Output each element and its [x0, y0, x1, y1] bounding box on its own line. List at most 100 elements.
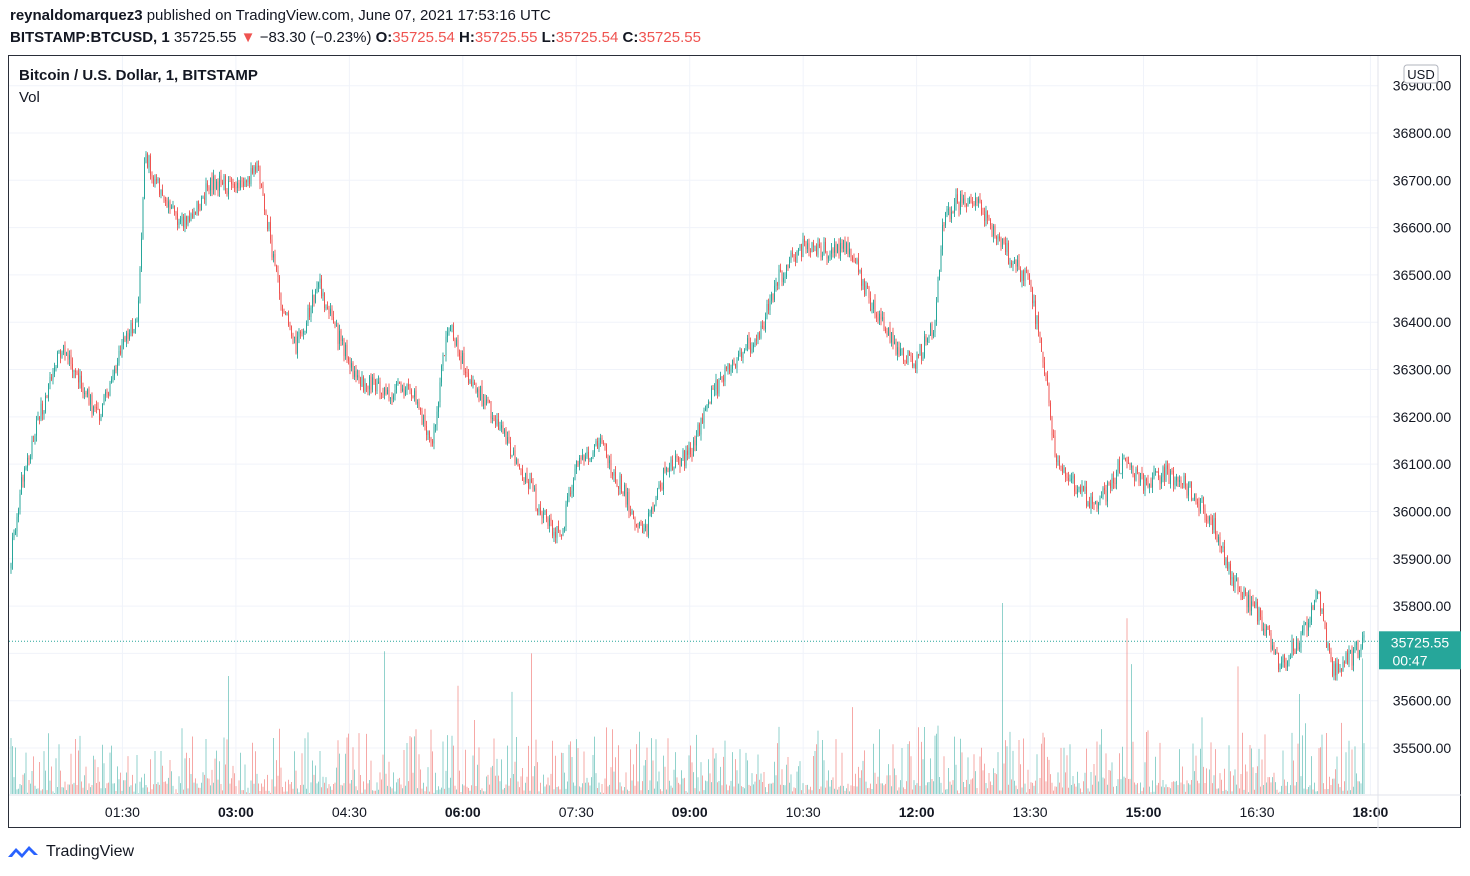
- candle-body: [235, 187, 237, 189]
- candle-body: [664, 467, 666, 472]
- candle-body: [369, 376, 370, 390]
- candle-body: [1096, 501, 1098, 509]
- candle-body: [1258, 608, 1260, 622]
- candle-body: [1225, 557, 1227, 565]
- candle-body: [91, 395, 93, 414]
- candle-body: [54, 367, 55, 374]
- candle-body: [1242, 596, 1243, 598]
- candle-body: [202, 197, 204, 199]
- bar-countdown-label: 00:47: [1392, 652, 1427, 668]
- candle-body: [1279, 668, 1281, 670]
- candle-body: [951, 211, 952, 219]
- candle-body: [724, 366, 726, 382]
- candle-body: [156, 179, 157, 181]
- candle-body: [1218, 537, 1219, 543]
- candle-body: [174, 206, 175, 213]
- candle-body: [535, 488, 537, 509]
- candle-body: [570, 493, 571, 495]
- candle-body: [144, 162, 145, 199]
- candle-body: [303, 331, 304, 334]
- candle-body: [225, 175, 226, 192]
- candle-body: [490, 401, 492, 419]
- candle-body: [408, 384, 409, 386]
- candle-body: [172, 206, 174, 208]
- candle-body: [942, 224, 943, 250]
- candle-body: [1044, 362, 1045, 375]
- candle-body: [504, 429, 505, 434]
- candle-body: [406, 384, 408, 391]
- candle-body: [342, 339, 343, 341]
- candle-body: [1156, 471, 1158, 473]
- candle-body: [192, 213, 193, 218]
- candle-body: [679, 459, 681, 467]
- candle-body: [1114, 482, 1116, 484]
- candle-body: [844, 240, 846, 253]
- candle-body: [340, 330, 342, 341]
- candle-body: [501, 425, 502, 429]
- candle-body: [417, 402, 418, 404]
- candle-body: [1239, 591, 1240, 593]
- candle-body: [946, 208, 948, 213]
- candle-body: [175, 212, 177, 214]
- candle-body: [1033, 300, 1035, 304]
- candle-body: [226, 191, 228, 195]
- candle-body: [982, 213, 984, 215]
- x-tick-label: 01:30: [105, 804, 140, 820]
- currency-badge: [1403, 64, 1439, 84]
- candle-body: [123, 337, 124, 345]
- chart-legend-title[interactable]: Bitcoin / U.S. Dollar, 1, BITSTAMP: [19, 67, 258, 84]
- candle-body: [754, 339, 756, 346]
- candle-body: [1248, 594, 1249, 608]
- candle-body: [270, 222, 271, 240]
- candle-body: [241, 180, 243, 182]
- candle-body: [213, 176, 214, 191]
- tradingview-logo[interactable]: TradingView: [8, 843, 134, 861]
- candle-body: [291, 326, 292, 336]
- candle-body: [1284, 655, 1285, 663]
- candle-body: [783, 277, 784, 282]
- candle-body: [1093, 503, 1095, 505]
- candle-body: [529, 479, 531, 489]
- candle-body: [889, 327, 891, 343]
- candle-body: [444, 355, 445, 357]
- candle-body: [1276, 651, 1278, 654]
- chart-frame: [8, 55, 1461, 828]
- candle-body: [964, 198, 966, 204]
- candle-body: [250, 168, 252, 184]
- candle-body: [208, 187, 210, 191]
- candle-body: [1294, 650, 1296, 654]
- candle-body: [1249, 594, 1251, 611]
- candle-body: [1329, 643, 1330, 652]
- candle-body: [265, 210, 267, 216]
- candle-body: [154, 179, 156, 185]
- candle-body: [1305, 622, 1306, 624]
- candle-body: [1173, 470, 1174, 486]
- candle-body: [1030, 284, 1032, 289]
- candle-body: [901, 348, 903, 350]
- candle-body: [148, 155, 150, 168]
- candle-body: [18, 509, 19, 517]
- candle-body: [141, 238, 142, 269]
- author-name[interactable]: reynaldomarquez3: [10, 7, 143, 24]
- candle-body: [1197, 502, 1198, 504]
- candle-body: [912, 355, 913, 367]
- candle-body: [1221, 546, 1222, 549]
- candle-body: [378, 381, 379, 384]
- candle-body: [451, 325, 453, 327]
- candle-body: [10, 563, 12, 569]
- volume-legend[interactable]: Vol: [19, 89, 40, 106]
- candle-body: [795, 257, 796, 262]
- candle-body: [51, 376, 52, 380]
- x-tick-label: 04:30: [332, 804, 367, 820]
- candle-body: [19, 494, 21, 510]
- candle-body: [567, 496, 568, 505]
- candle-body: [1134, 474, 1135, 481]
- candle-body: [837, 244, 838, 253]
- candle-body: [1071, 478, 1072, 480]
- candle-body: [423, 415, 424, 425]
- candle-body: [586, 451, 588, 457]
- candle-body: [361, 377, 363, 387]
- candle-body: [448, 331, 450, 333]
- candle-body: [355, 370, 357, 378]
